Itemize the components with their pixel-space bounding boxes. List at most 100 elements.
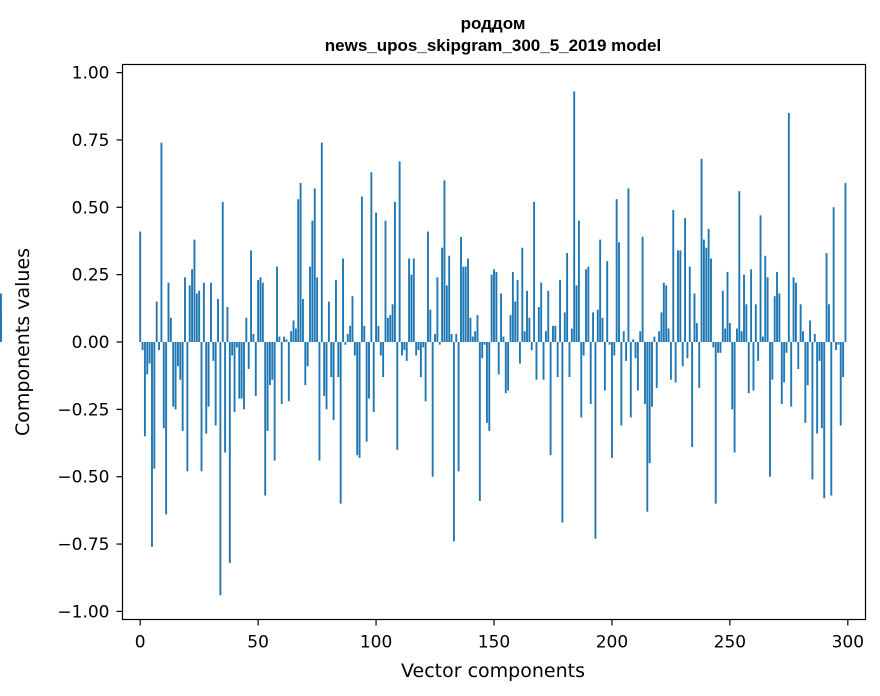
- bar: [452, 342, 455, 542]
- bar: [519, 342, 521, 364]
- bar: [794, 282, 797, 342]
- bar: [832, 207, 835, 342]
- y-tick-label: 0.75: [72, 131, 110, 151]
- y-tick-label: −0.25: [57, 400, 109, 420]
- bar: [245, 317, 248, 342]
- bar: [228, 342, 231, 563]
- bar: [335, 280, 337, 342]
- bar: [724, 328, 727, 342]
- bar: [629, 342, 632, 418]
- bar: [733, 342, 736, 453]
- bar: [634, 342, 637, 359]
- bar: [233, 342, 236, 413]
- bar: [217, 298, 219, 342]
- bar: [620, 342, 623, 426]
- bar: [485, 342, 488, 423]
- x-tick-label: 50: [247, 633, 269, 653]
- bar: [802, 331, 804, 342]
- bar: [363, 325, 366, 342]
- bar: [702, 239, 705, 342]
- bar: [636, 342, 639, 391]
- bar: [438, 342, 441, 345]
- bar: [221, 201, 224, 342]
- bar: [827, 304, 830, 342]
- bar: [169, 317, 172, 342]
- bar: [455, 333, 458, 342]
- bar: [158, 342, 161, 351]
- bar: [327, 301, 330, 342]
- bar: [710, 258, 712, 342]
- bar: [462, 266, 465, 342]
- bar: [464, 266, 467, 342]
- bar: [688, 266, 691, 342]
- bar: [316, 277, 319, 342]
- bar: [745, 304, 748, 342]
- bar: [523, 331, 526, 342]
- y-tick-label: 0.50: [72, 198, 110, 218]
- bar: [273, 342, 276, 461]
- bar: [679, 250, 682, 342]
- bar: [280, 342, 283, 404]
- bar: [667, 328, 670, 342]
- bar: [672, 209, 675, 342]
- bar: [844, 183, 847, 342]
- bar: [823, 342, 826, 499]
- bar: [606, 261, 609, 342]
- bar: [601, 317, 604, 342]
- bar: [193, 239, 196, 342]
- bar: [424, 342, 427, 402]
- bar: [752, 342, 755, 391]
- bar: [476, 315, 479, 342]
- bar: [705, 247, 708, 342]
- bar: [537, 306, 540, 342]
- bar: [460, 236, 462, 342]
- bar: [490, 274, 493, 342]
- bar: [830, 342, 833, 496]
- bar: [530, 342, 533, 351]
- bar: [780, 342, 783, 404]
- bar: [139, 231, 142, 342]
- bar: [495, 271, 498, 342]
- y-axis-label: Components values: [12, 248, 34, 436]
- bar: [568, 342, 571, 378]
- bar: [471, 336, 474, 342]
- bar: [563, 312, 566, 342]
- bar: [403, 342, 406, 351]
- bar: [754, 304, 757, 342]
- bar: [655, 342, 658, 388]
- y-tick-label: −0.75: [57, 535, 109, 555]
- bar: [728, 323, 731, 342]
- bar: [299, 183, 302, 342]
- bar: [809, 320, 812, 342]
- bar: [235, 342, 238, 348]
- bar: [330, 342, 333, 378]
- bar: [198, 290, 201, 342]
- bar: [511, 271, 514, 342]
- bar: [311, 220, 314, 342]
- bar: [787, 112, 790, 342]
- bar: [351, 296, 354, 342]
- bar: [191, 269, 194, 342]
- bar: [358, 342, 361, 458]
- bar: [141, 342, 144, 351]
- bar: [266, 342, 269, 431]
- bar: [778, 293, 781, 342]
- bar: [434, 333, 436, 342]
- bar: [603, 342, 606, 391]
- bar: [811, 342, 814, 480]
- bar: [146, 342, 149, 375]
- bar: [785, 342, 788, 353]
- x-tick-label: 100: [360, 633, 392, 653]
- bar: [639, 331, 642, 342]
- bar: [731, 342, 734, 410]
- bar: [165, 342, 168, 515]
- bar: [835, 342, 837, 351]
- bar: [610, 342, 613, 458]
- bar: [757, 342, 760, 361]
- bar: [155, 301, 158, 342]
- bar: [405, 342, 408, 361]
- bar: [160, 142, 163, 342]
- bar: [816, 342, 819, 434]
- bar: [533, 201, 536, 342]
- bar: [695, 323, 698, 342]
